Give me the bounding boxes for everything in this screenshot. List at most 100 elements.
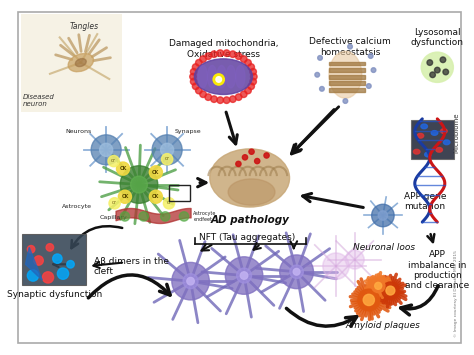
Text: Synapse: Synapse	[174, 129, 201, 134]
Circle shape	[108, 155, 119, 167]
Ellipse shape	[421, 52, 453, 82]
Circle shape	[34, 256, 43, 265]
Circle shape	[205, 94, 211, 100]
Circle shape	[363, 294, 374, 306]
Ellipse shape	[217, 65, 226, 88]
Circle shape	[53, 254, 62, 263]
FancyBboxPatch shape	[411, 120, 454, 159]
Circle shape	[216, 77, 221, 82]
Circle shape	[152, 135, 182, 165]
Circle shape	[200, 91, 206, 98]
Circle shape	[162, 154, 173, 165]
Text: Astrocyte
endfeet: Astrocyte endfeet	[193, 211, 217, 222]
Ellipse shape	[161, 212, 170, 221]
Circle shape	[190, 73, 196, 80]
Circle shape	[435, 67, 440, 73]
Circle shape	[172, 262, 210, 300]
Circle shape	[205, 53, 211, 60]
Circle shape	[248, 64, 255, 70]
Ellipse shape	[179, 212, 189, 221]
Circle shape	[240, 56, 247, 62]
Circle shape	[42, 272, 54, 283]
Text: APP gene
mutation: APP gene mutation	[404, 192, 447, 212]
Circle shape	[249, 149, 254, 154]
Text: CK: CK	[121, 194, 128, 199]
Bar	[329, 75, 365, 78]
Circle shape	[319, 87, 324, 91]
Circle shape	[213, 74, 224, 85]
Text: Capillary: Capillary	[100, 215, 128, 220]
Circle shape	[117, 162, 129, 175]
Circle shape	[242, 155, 247, 160]
Circle shape	[235, 94, 242, 100]
Circle shape	[240, 91, 247, 98]
Circle shape	[130, 176, 147, 193]
Text: AD pathology: AD pathology	[210, 215, 289, 225]
Circle shape	[443, 69, 448, 75]
Circle shape	[315, 72, 319, 77]
Ellipse shape	[68, 54, 93, 72]
Circle shape	[229, 96, 236, 103]
Ellipse shape	[228, 179, 275, 205]
Circle shape	[120, 166, 158, 203]
Circle shape	[251, 73, 257, 80]
Bar	[329, 62, 365, 65]
Circle shape	[378, 211, 388, 220]
Text: Synaptic dysfunction: Synaptic dysfunction	[7, 290, 102, 299]
Text: Damaged mitochondria,
Oxidative stress: Damaged mitochondria, Oxidative stress	[169, 39, 278, 59]
Ellipse shape	[431, 131, 438, 135]
Circle shape	[164, 198, 174, 209]
Circle shape	[192, 83, 199, 89]
Polygon shape	[26, 247, 42, 280]
Text: Diseased
neuron: Diseased neuron	[23, 93, 55, 106]
Text: CK: CK	[152, 170, 159, 175]
Circle shape	[118, 190, 131, 203]
Text: O²: O²	[111, 159, 116, 163]
Circle shape	[46, 244, 54, 251]
Text: O²: O²	[164, 157, 170, 161]
Ellipse shape	[417, 133, 424, 138]
Circle shape	[245, 87, 251, 94]
Circle shape	[280, 255, 313, 289]
Ellipse shape	[75, 59, 86, 67]
Circle shape	[217, 50, 224, 56]
Text: Neurons: Neurons	[66, 129, 92, 134]
Circle shape	[211, 51, 217, 58]
Circle shape	[192, 64, 199, 70]
Circle shape	[187, 277, 194, 285]
Text: Microbiome: Microbiome	[454, 113, 460, 153]
Ellipse shape	[210, 149, 290, 207]
Ellipse shape	[226, 65, 236, 88]
Circle shape	[240, 272, 248, 279]
Text: APP
imbalance in
production
and clearance: APP imbalance in production and clearanc…	[405, 250, 469, 290]
Circle shape	[211, 96, 217, 103]
Ellipse shape	[198, 65, 208, 88]
Ellipse shape	[425, 152, 431, 157]
Text: Astrocyte: Astrocyte	[62, 204, 92, 209]
Circle shape	[149, 190, 163, 203]
Text: O²: O²	[166, 201, 172, 205]
Bar	[169, 185, 190, 201]
Circle shape	[382, 282, 399, 299]
Ellipse shape	[436, 147, 442, 152]
Text: CK: CK	[119, 166, 127, 171]
Circle shape	[264, 153, 269, 158]
Circle shape	[196, 60, 202, 66]
Text: CK: CK	[152, 194, 159, 199]
Text: © Image courtesy El Donatia, MG, 2015: © Image courtesy El Donatia, MG, 2015	[454, 250, 458, 338]
Circle shape	[386, 286, 395, 295]
Circle shape	[250, 78, 256, 85]
Circle shape	[109, 198, 120, 209]
Ellipse shape	[120, 212, 129, 221]
Text: Amyloid plaques: Amyloid plaques	[346, 321, 420, 329]
Circle shape	[27, 246, 35, 253]
Ellipse shape	[329, 51, 362, 98]
Circle shape	[100, 143, 113, 157]
FancyBboxPatch shape	[21, 14, 122, 112]
Circle shape	[372, 279, 385, 293]
Circle shape	[343, 99, 348, 103]
Circle shape	[430, 72, 436, 78]
Circle shape	[440, 57, 446, 62]
Circle shape	[223, 50, 230, 56]
Circle shape	[191, 78, 197, 85]
